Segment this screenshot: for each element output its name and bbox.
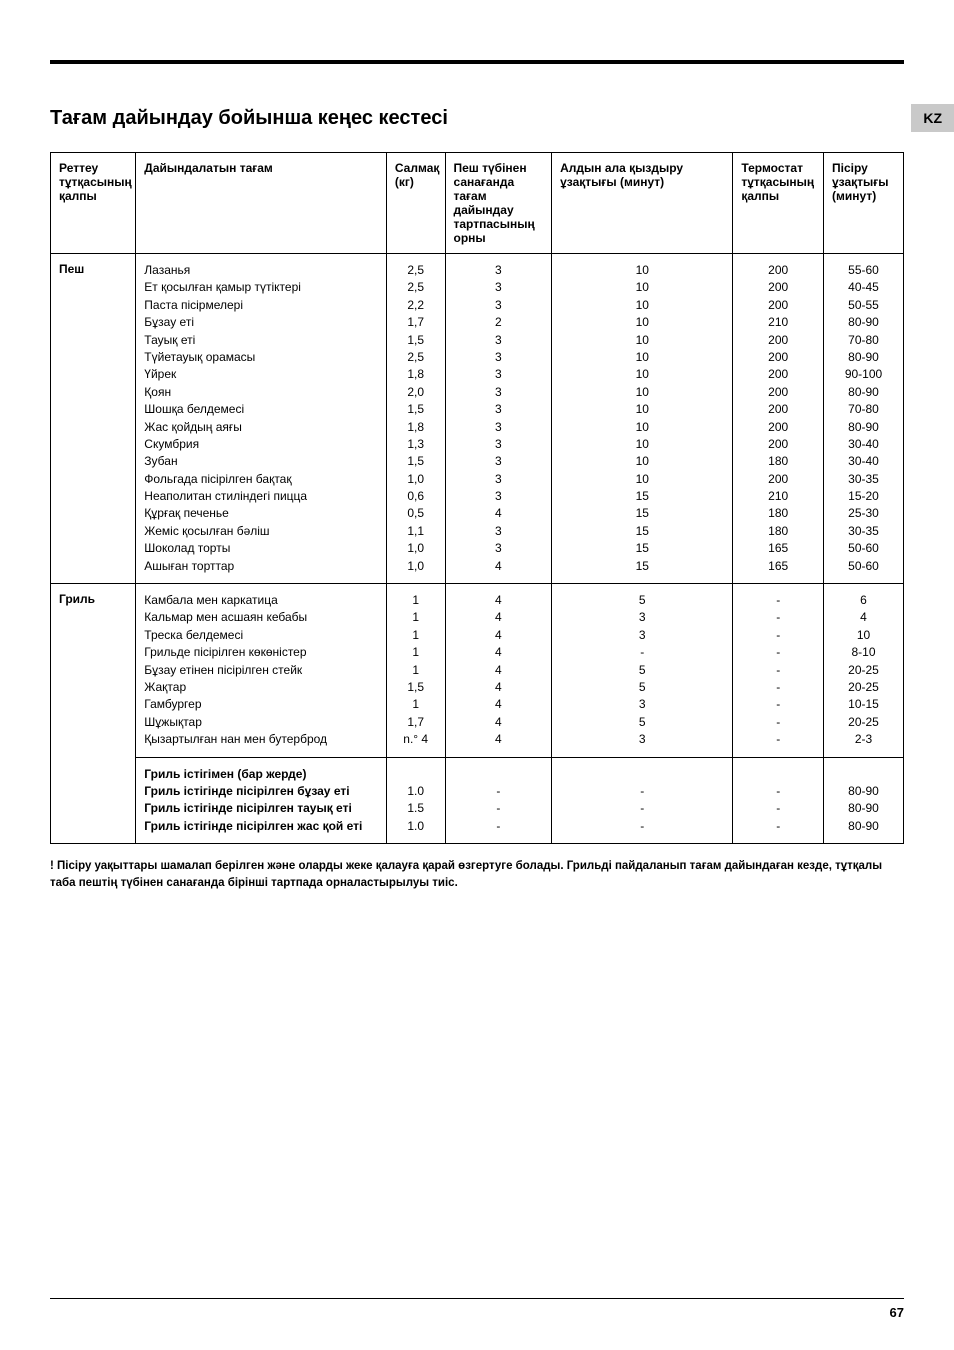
data-cell: 64108-1020-2520-2510-1520-252-3 — [824, 584, 904, 758]
page-title: Тағам дайындау бойынша кеңес кестесі — [50, 107, 448, 130]
data-cell: 111111,511,7n.° 4 — [386, 584, 445, 758]
col-rack: Пеш түбінен санағанда тағам дайындау тар… — [445, 153, 552, 254]
data-cell: --- — [552, 757, 733, 844]
data-cell: Камбала мен каркатицаКальмар мен асшаян … — [136, 584, 387, 758]
data-cell: --------- — [733, 584, 824, 758]
table-row: ПешЛазаньяЕт қосылған қамыр түтіктеріПас… — [51, 254, 904, 584]
table-header-row: Реттеу тұтқасының қалпы Дайындалатын тағ… — [51, 153, 904, 254]
mode-cell: Гриль — [51, 584, 136, 844]
data-cell: 1.01.51.0 — [386, 757, 445, 844]
table-body: ПешЛазаньяЕт қосылған қамыр түтіктеріПас… — [51, 254, 904, 844]
data-cell: 55-6040-4550-5580-9070-8080-9090-10080-9… — [824, 254, 904, 584]
data-cell: 444444444 — [445, 584, 552, 758]
data-cell: 2,52,52,21,71,52,51,82,01,51,81,31,51,00… — [386, 254, 445, 584]
top-rule — [50, 60, 904, 64]
col-time: Пісіру ұзақтығы (минут) — [824, 153, 904, 254]
col-weight: Салмақ (кг) — [386, 153, 445, 254]
col-food: Дайындалатын тағам — [136, 153, 387, 254]
table-row: Гриль істігімен (бар жерде)Гриль істігін… — [51, 757, 904, 844]
data-cell: 80-9080-9080-90 — [824, 757, 904, 844]
title-row: Тағам дайындау бойынша кеңес кестесі KZ — [50, 104, 904, 132]
col-thermo: Термостат тұтқасының қалпы — [733, 153, 824, 254]
data-cell: --- — [733, 757, 824, 844]
col-preheat: Алдын ала қыздыру ұзақтығы (минут) — [552, 153, 733, 254]
data-cell: Гриль істігімен (бар жерде)Гриль істігін… — [136, 757, 387, 844]
data-cell: ЛазаньяЕт қосылған қамыр түтіктеріПаста … — [136, 254, 387, 584]
page: Тағам дайындау бойынша кеңес кестесі KZ … — [0, 0, 954, 1350]
col-mode: Реттеу тұтқасының қалпы — [51, 153, 136, 254]
data-cell: 2002002002102002002002002002002001802002… — [733, 254, 824, 584]
data-cell: --- — [445, 757, 552, 844]
table-row: ГрильКамбала мен каркатицаКальмар мен ас… — [51, 584, 904, 758]
data-cell: 101010101010101010101010101515151515 — [552, 254, 733, 584]
data-cell: 333233333333334334 — [445, 254, 552, 584]
page-number: 67 — [50, 1298, 904, 1320]
mode-cell: Пеш — [51, 254, 136, 584]
cooking-advice-table: Реттеу тұтқасының қалпы Дайындалатын тағ… — [50, 152, 904, 844]
language-badge: KZ — [911, 104, 954, 132]
footnote: ! Пісіру уақыттары шамалап берілген және… — [50, 858, 904, 893]
data-cell: 533-55353 — [552, 584, 733, 758]
